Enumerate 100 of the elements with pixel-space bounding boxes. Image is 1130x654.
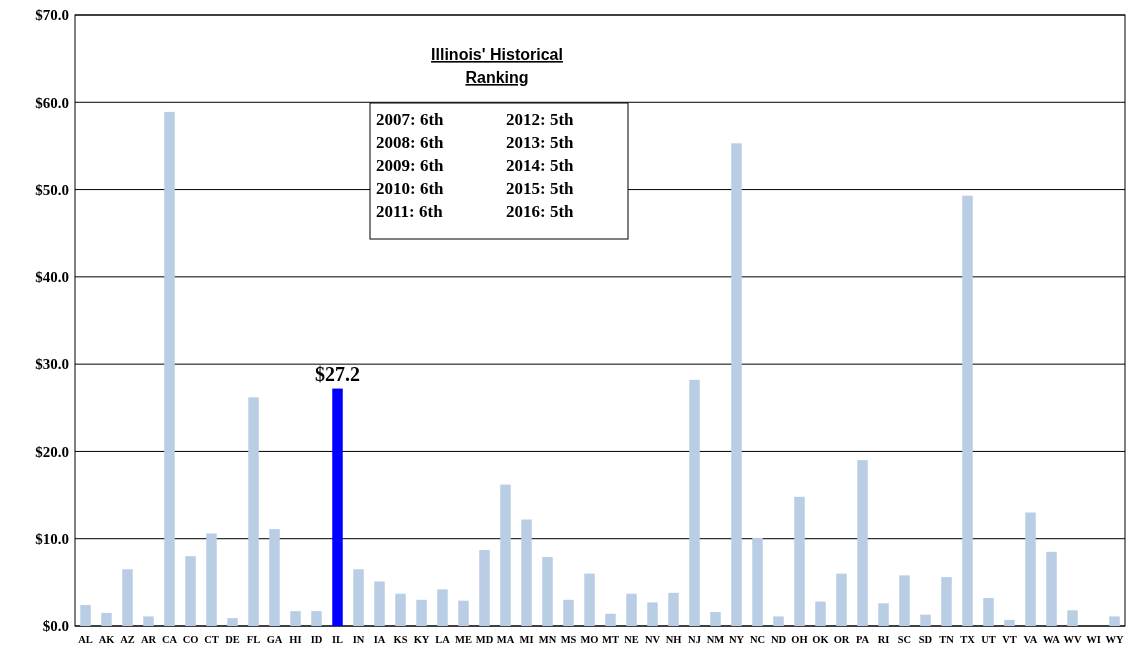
data-label: $27.2 <box>315 362 360 385</box>
x-tick-label: NV <box>644 634 661 645</box>
bar <box>458 600 469 626</box>
bar <box>80 605 91 626</box>
bar <box>668 592 679 626</box>
bar <box>437 589 448 626</box>
y-tick-label: $0.0 <box>42 618 69 635</box>
bar <box>878 603 889 626</box>
annotation: Illinois' Historical Ranking <box>431 46 563 86</box>
x-tick-label: SC <box>897 634 912 645</box>
bar <box>395 593 406 626</box>
x-tick-label: PA <box>855 634 870 645</box>
x-tick-label: ME <box>455 634 472 645</box>
bar <box>731 143 742 626</box>
x-tick-label: KS <box>393 634 408 645</box>
annotation: 2009: 6th <box>376 156 445 175</box>
bar <box>941 577 952 626</box>
x-tick-label: CT <box>204 634 219 645</box>
x-tick-label: AZ <box>120 634 135 645</box>
bar <box>584 573 595 626</box>
bar <box>920 614 931 626</box>
y-tick-label: $60.0 <box>35 94 69 111</box>
bar <box>206 533 217 626</box>
y-tick-label: $50.0 <box>35 181 69 198</box>
x-tick-label: MI <box>519 634 534 645</box>
x-tick-label: AR <box>140 634 157 645</box>
x-tick-label: VT <box>1002 634 1017 645</box>
annotation: 2016: 5th <box>506 202 575 221</box>
bar <box>101 612 112 626</box>
x-tick-label: WI <box>1086 634 1101 645</box>
x-tick-label: NY <box>728 634 745 645</box>
x-tick-label: NC <box>749 634 766 645</box>
x-tick-label: TN <box>939 634 955 645</box>
bar <box>710 612 721 626</box>
bar <box>857 460 868 626</box>
annotation: 2011: 6th <box>376 202 444 221</box>
x-tick-label: UT <box>981 634 996 645</box>
x-tick-label: SD <box>918 634 933 645</box>
bar <box>542 557 553 626</box>
x-tick-label: VA <box>1023 634 1038 645</box>
annotation: 2012: 5th <box>506 110 575 129</box>
bar <box>332 388 343 626</box>
bar <box>500 484 511 626</box>
x-tick-label: AL <box>78 634 93 645</box>
bar <box>353 569 364 626</box>
x-tick-label: MO <box>580 634 599 645</box>
x-tick-label: CA <box>161 634 178 645</box>
bar <box>1004 619 1015 626</box>
annotation: 2013: 5th <box>506 133 575 152</box>
bar <box>647 602 658 626</box>
x-tick-label: IA <box>373 634 386 645</box>
bar <box>143 616 154 626</box>
annotation: 2015: 5th <box>506 179 575 198</box>
x-tick-label: NJ <box>688 634 701 645</box>
x-tick-label: IL <box>331 634 344 645</box>
x-tick-label: WA <box>1043 634 1061 645</box>
x-tick-label: OR <box>833 634 850 645</box>
y-tick-label: $30.0 <box>35 356 69 373</box>
bar <box>164 111 175 626</box>
bar <box>815 601 826 626</box>
y-tick-label: $70.0 <box>35 7 69 24</box>
y-tick-label: $40.0 <box>35 269 69 286</box>
annotation: 2008: 6th <box>376 133 445 152</box>
bar <box>605 613 616 626</box>
bar <box>773 616 784 626</box>
x-tick-label: MD <box>475 634 494 645</box>
x-tick-label: TX <box>960 634 976 645</box>
x-tick-label: IN <box>352 634 365 645</box>
x-tick-label: HI <box>289 634 302 645</box>
x-tick-label: RI <box>877 634 890 645</box>
bar <box>794 496 805 626</box>
x-tick-label: LA <box>435 634 451 645</box>
annotation: 2014: 5th <box>506 156 575 175</box>
x-tick-label: FL <box>246 634 261 645</box>
bar <box>899 575 910 626</box>
y-tick-label: $20.0 <box>35 443 69 460</box>
x-tick-label: MT <box>602 634 619 645</box>
bar <box>290 611 301 626</box>
bar <box>248 397 259 626</box>
bar <box>752 537 763 626</box>
bar <box>1025 512 1036 626</box>
x-tick-label: DE <box>225 634 240 645</box>
bar <box>836 573 847 626</box>
bar <box>185 556 196 626</box>
bar <box>983 598 994 626</box>
bar <box>311 611 322 626</box>
x-tick-label: GA <box>266 634 283 645</box>
x-tick-label: NH <box>665 634 682 645</box>
x-tick-label: OK <box>812 634 830 645</box>
x-tick-label: MN <box>538 634 557 645</box>
x-tick-label: WY <box>1105 634 1124 645</box>
x-tick-label: CO <box>182 634 199 645</box>
bar <box>1046 551 1057 626</box>
bar <box>227 618 238 626</box>
x-tick-label: KY <box>413 634 430 645</box>
bar <box>689 379 700 626</box>
x-tick-label: ID <box>310 634 323 645</box>
annotation: 2007: 6th <box>376 110 445 129</box>
annotation: 2010: 6th <box>376 179 445 198</box>
x-tick-label: MS <box>560 634 577 645</box>
